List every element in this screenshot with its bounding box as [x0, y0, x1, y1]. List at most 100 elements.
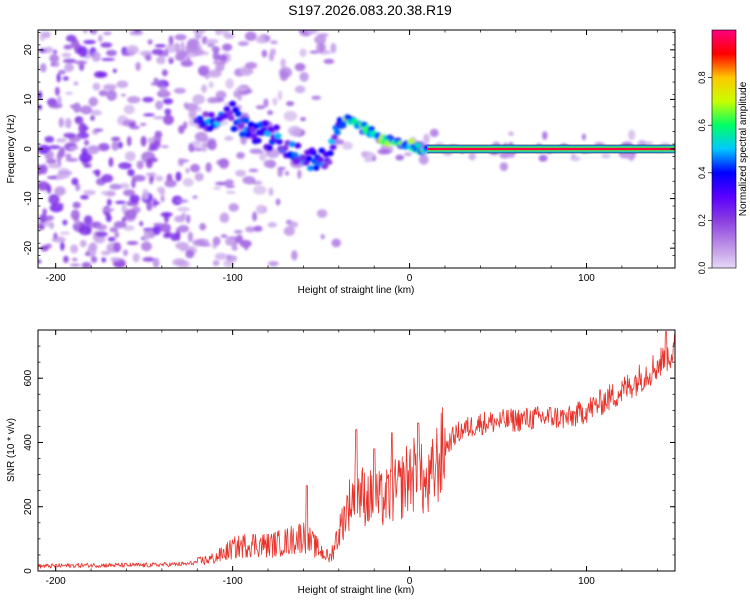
spectrogram-cell — [71, 177, 79, 186]
spectrogram-cell — [215, 181, 228, 186]
spectrogram-ridge-cell — [227, 114, 235, 121]
spectrogram-cell — [272, 97, 278, 106]
spectrogram-cell — [124, 151, 136, 162]
spectrogram-cell — [235, 169, 247, 177]
spectrogram-ridge-cell — [367, 125, 375, 132]
snr-xtick-label: -100 — [223, 576, 243, 587]
spectrogram-cell — [81, 262, 92, 268]
spectrogram-cell — [56, 73, 61, 83]
spectrogram-cell — [142, 257, 155, 262]
spectrogram-cell — [187, 231, 194, 243]
snr-marks — [38, 331, 675, 569]
spectrogram-cell — [206, 97, 219, 104]
spectrogram-ytick-label: 20 — [23, 44, 34, 56]
spectrogram-cell — [131, 178, 136, 189]
spectrogram-cell — [228, 203, 239, 212]
spectrogram-cell — [78, 225, 92, 236]
spectrogram-cell — [48, 194, 60, 205]
snr-frame — [37, 329, 676, 572]
spectrogram-cell — [48, 145, 61, 150]
spectrogram-ytick-label: -10 — [23, 191, 34, 206]
spectrogram-cell — [297, 169, 302, 179]
snr-xtick-label: 100 — [578, 576, 595, 587]
spectrogram-cell — [90, 115, 95, 121]
spectrogram-cell — [145, 159, 153, 169]
spectrogram-cell — [152, 222, 164, 227]
spectrogram-cell — [97, 142, 110, 152]
spectrogram-cell — [164, 108, 172, 116]
colorbar-tick-label: 0.6 — [697, 119, 707, 132]
spectrogram-cell — [103, 31, 112, 36]
spectrogram-cell — [69, 146, 79, 151]
snr-ytick-label: 600 — [23, 369, 34, 386]
spectrogram-cell — [175, 231, 181, 242]
spectrogram-cell — [57, 168, 71, 179]
spectrogram-cell — [205, 38, 219, 44]
spectrogram-cell — [201, 141, 208, 153]
spectrogram-cell — [95, 231, 108, 238]
spectrogram-ridge-cell — [414, 142, 422, 149]
spectrogram-cell — [142, 96, 154, 103]
spectrogram-cell — [214, 252, 228, 260]
spectrogram-cell — [127, 168, 135, 177]
spectrogram-cell — [63, 44, 73, 50]
spectrogram-cell — [54, 186, 66, 196]
spectrogram-cell — [181, 212, 186, 219]
spectrogram-ridge-cell — [226, 110, 234, 117]
spectrogram-cell — [174, 34, 187, 41]
spectrogram-cell — [319, 43, 324, 53]
spectrogram-cell — [267, 222, 277, 228]
spectrogram-cell — [129, 125, 140, 130]
spectrogram-cell — [155, 100, 164, 110]
spectrogram-cell — [90, 256, 98, 263]
spectrogram-cell — [139, 220, 144, 227]
spectrogram-cell — [140, 135, 147, 147]
spectrogram-cell — [39, 63, 47, 73]
spectrogram-cell — [70, 209, 80, 221]
spectrogram-cell — [162, 98, 174, 105]
spectrogram-cell — [105, 214, 112, 223]
spectrogram-cell — [114, 261, 126, 268]
spectrogram-cell — [120, 93, 126, 97]
spectrogram-cell — [508, 131, 514, 136]
spectrogram-cell — [139, 50, 153, 57]
snr-ylabel: SNR (10 * v/v) — [6, 418, 17, 482]
spectrogram-xtick-label: 100 — [578, 273, 595, 284]
spectrogram-ridge-cell — [305, 155, 313, 162]
spectrogram-cell — [468, 152, 477, 161]
spectrogram-cell — [162, 233, 171, 239]
spectrogram-cell — [146, 200, 153, 211]
spectrogram-ridge-cell — [261, 120, 269, 127]
spectrogram-cell — [191, 140, 202, 148]
spectrogram-cell — [171, 195, 183, 206]
spectrogram-cell — [96, 224, 108, 231]
spectrogram-ridge-cell — [265, 144, 273, 151]
spectrogram-marks — [38, 30, 675, 268]
spectrogram-cell — [123, 189, 136, 197]
carrier-core — [427, 147, 675, 151]
spectrogram-cell — [113, 241, 122, 253]
spectrogram-cell — [201, 84, 207, 93]
spectrogram-cell — [267, 110, 274, 116]
colorbar: 0.0 0.2 0.4 0.6 0.8 Normalized spectral ampl… — [697, 29, 749, 274]
spectrogram-cell — [418, 154, 429, 165]
spectrogram-cell — [263, 159, 277, 168]
spectrogram-cell — [127, 96, 141, 104]
spectrogram-cell — [108, 157, 114, 168]
spectrogram-cell — [90, 109, 103, 116]
spectrogram-cell — [185, 249, 195, 259]
spectrogram-cell — [317, 33, 329, 37]
spectrogram-cell — [199, 243, 212, 247]
spectrogram-cell — [119, 182, 130, 189]
spectrogram-cell — [160, 195, 165, 203]
spectrogram-cell — [84, 139, 90, 146]
colorbar-ticks: 0.0 0.2 0.4 0.6 0.8 — [697, 71, 712, 274]
spectrogram-cell — [65, 158, 79, 162]
spectrogram-ridge-cell — [267, 126, 275, 133]
spectrogram-cell — [91, 51, 101, 62]
spectrogram-cell — [151, 48, 164, 56]
spectrogram-cell — [112, 68, 117, 73]
spectrogram-cell — [180, 59, 194, 67]
